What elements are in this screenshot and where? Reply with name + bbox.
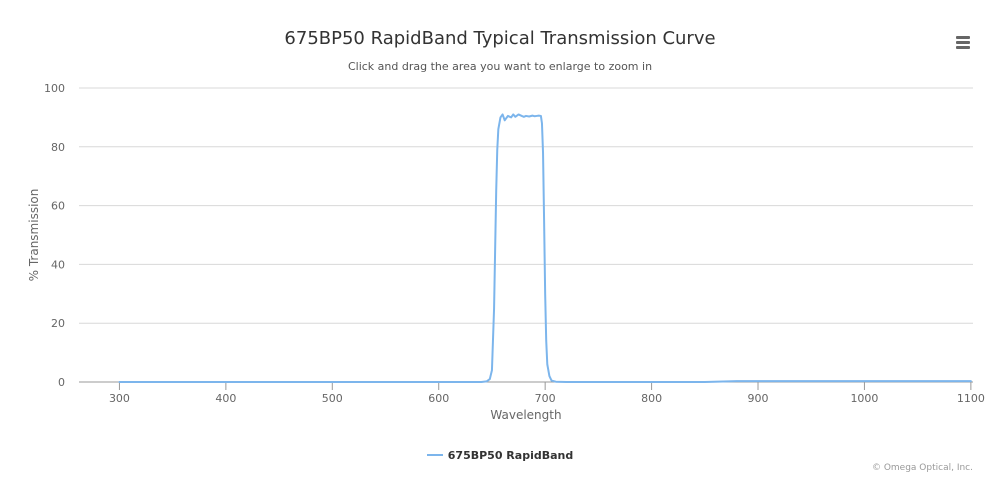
chart-title: 675BP50 RapidBand Typical Transmission C… (284, 28, 716, 49)
x-tick-label: 600 (428, 392, 449, 405)
chart-subtitle: Click and drag the area you want to enla… (347, 60, 653, 73)
x-tick-label: 800 (641, 392, 662, 405)
x-tick-label: 700 (535, 392, 556, 405)
menu-bar (956, 46, 970, 49)
y-tick-label: 80 (51, 141, 65, 154)
y-tick-label: 40 (51, 258, 65, 271)
x-axis-title: Wavelength (490, 408, 561, 422)
menu-bar (956, 36, 970, 39)
y-axis-title: % Transmission (27, 189, 41, 282)
y-tick-label: 0 (58, 376, 65, 389)
y-tick-label: 20 (51, 317, 65, 330)
x-tick-label: 500 (322, 392, 343, 405)
credits: © Omega Optical, Inc. (871, 463, 973, 473)
legend-item[interactable]: 675BP50 RapidBand (0, 449, 1000, 462)
menu-bar (956, 41, 970, 44)
legend-label: 675BP50 RapidBand (447, 449, 574, 462)
x-tick-label: 1100 (957, 392, 985, 405)
y-tick-label: 60 (51, 200, 65, 213)
y-tick-label: 100 (44, 82, 65, 95)
x-tick-label: 1000 (850, 392, 878, 405)
x-tick-label: 900 (748, 392, 769, 405)
legend-line-swatch (426, 454, 443, 456)
series-line (118, 113, 972, 383)
x-tick-label: 300 (109, 392, 130, 405)
x-tick-label: 400 (215, 392, 236, 405)
hamburger-menu-icon[interactable] (952, 33, 974, 53)
